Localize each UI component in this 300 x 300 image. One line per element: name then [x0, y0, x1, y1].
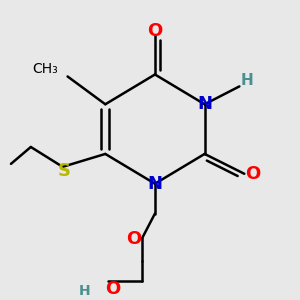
Text: O: O — [105, 280, 120, 298]
Text: N: N — [148, 175, 163, 193]
Text: H: H — [241, 73, 254, 88]
Text: O: O — [245, 165, 260, 183]
Text: O: O — [147, 22, 163, 40]
Text: O: O — [127, 230, 142, 248]
Text: CH₃: CH₃ — [32, 61, 58, 76]
Text: H: H — [79, 284, 90, 298]
Text: N: N — [197, 95, 212, 113]
Text: S: S — [58, 162, 71, 180]
